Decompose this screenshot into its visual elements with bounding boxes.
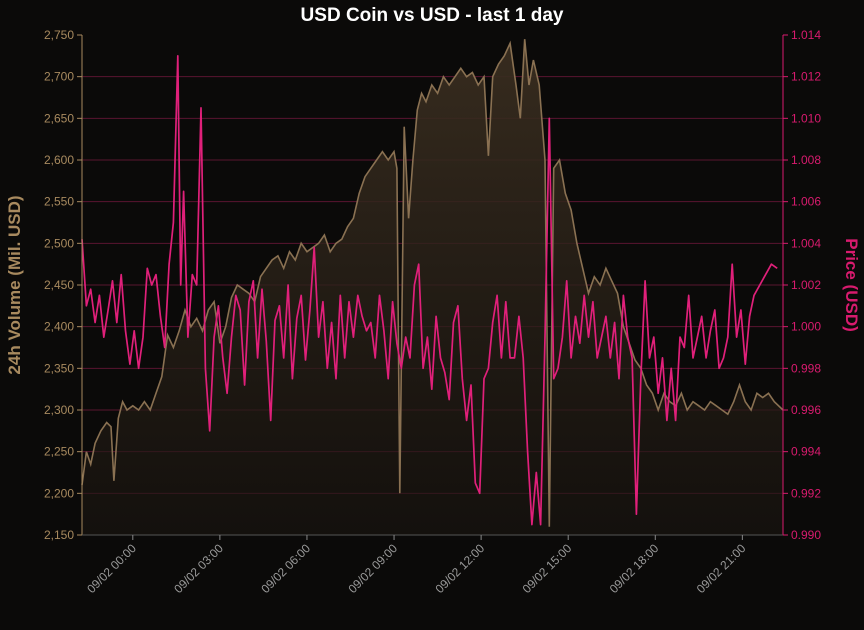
price-series <box>81 54 778 526</box>
right-tick-label: 0.998 <box>791 361 821 375</box>
chart-title: USD Coin vs USD - last 1 day <box>301 5 564 26</box>
right-axis-title: Price (USD) <box>842 238 861 332</box>
left-tick-label: 2,650 <box>44 111 74 125</box>
right-tick-label: 0.996 <box>791 403 821 417</box>
right-tick-label: 1.000 <box>791 320 821 334</box>
right-tick-label: 1.014 <box>791 28 821 42</box>
left-tick-label: 2,450 <box>44 278 74 292</box>
right-tick-label: 1.004 <box>791 236 821 250</box>
x-tick-label: 09/02 12:00 <box>433 541 488 596</box>
x-tick-label: 09/02 21:00 <box>694 541 749 596</box>
left-tick-label: 2,600 <box>44 153 74 167</box>
left-tick-label: 2,150 <box>44 528 74 542</box>
right-tick-label: 0.994 <box>791 445 821 459</box>
volume-series <box>81 39 784 535</box>
right-tick-label: 1.002 <box>791 278 821 292</box>
left-tick-label: 2,300 <box>44 403 74 417</box>
left-tick-label: 2,700 <box>44 70 74 84</box>
left-tick-label: 2,350 <box>44 361 74 375</box>
left-axis-ticks: 2,150 2,200 2,250 2,300 2,350 2,400 2,450 2,500… <box>44 28 82 542</box>
left-tick-label: 2,400 <box>44 320 74 334</box>
right-tick-label: 0.992 <box>791 486 821 500</box>
left-axis-title: 24h Volume (Mil. USD) <box>5 195 24 374</box>
x-tick-label: 09/02 15:00 <box>520 541 575 596</box>
price-line <box>81 54 778 526</box>
x-tick-label: 09/02 09:00 <box>345 541 400 596</box>
x-tick-label: 09/02 03:00 <box>171 541 226 596</box>
right-tick-label: 1.010 <box>791 111 821 125</box>
volume-area <box>82 39 783 535</box>
x-axis-ticks: 09/02 00:00 09/02 03:00 09/02 06:00 09/02 0… <box>84 535 749 596</box>
x-tick-label: 09/02 18:00 <box>607 541 662 596</box>
right-tick-label: 1.006 <box>791 195 821 209</box>
volume-line <box>81 39 784 527</box>
left-tick-label: 2,750 <box>44 28 74 42</box>
x-tick-label: 09/02 00:00 <box>84 541 139 596</box>
x-tick-label: 09/02 06:00 <box>258 541 313 596</box>
right-axis-ticks: 0.990 0.992 0.994 0.996 0.998 1.000 1.002 1.004… <box>783 28 821 542</box>
left-tick-label: 2,550 <box>44 195 74 209</box>
left-tick-label: 2,250 <box>44 445 74 459</box>
right-tick-label: 1.012 <box>791 70 821 84</box>
left-tick-label: 2,500 <box>44 236 74 250</box>
right-tick-label: 1.008 <box>791 153 821 167</box>
left-tick-label: 2,200 <box>44 486 74 500</box>
right-tick-label: 0.990 <box>791 528 821 542</box>
